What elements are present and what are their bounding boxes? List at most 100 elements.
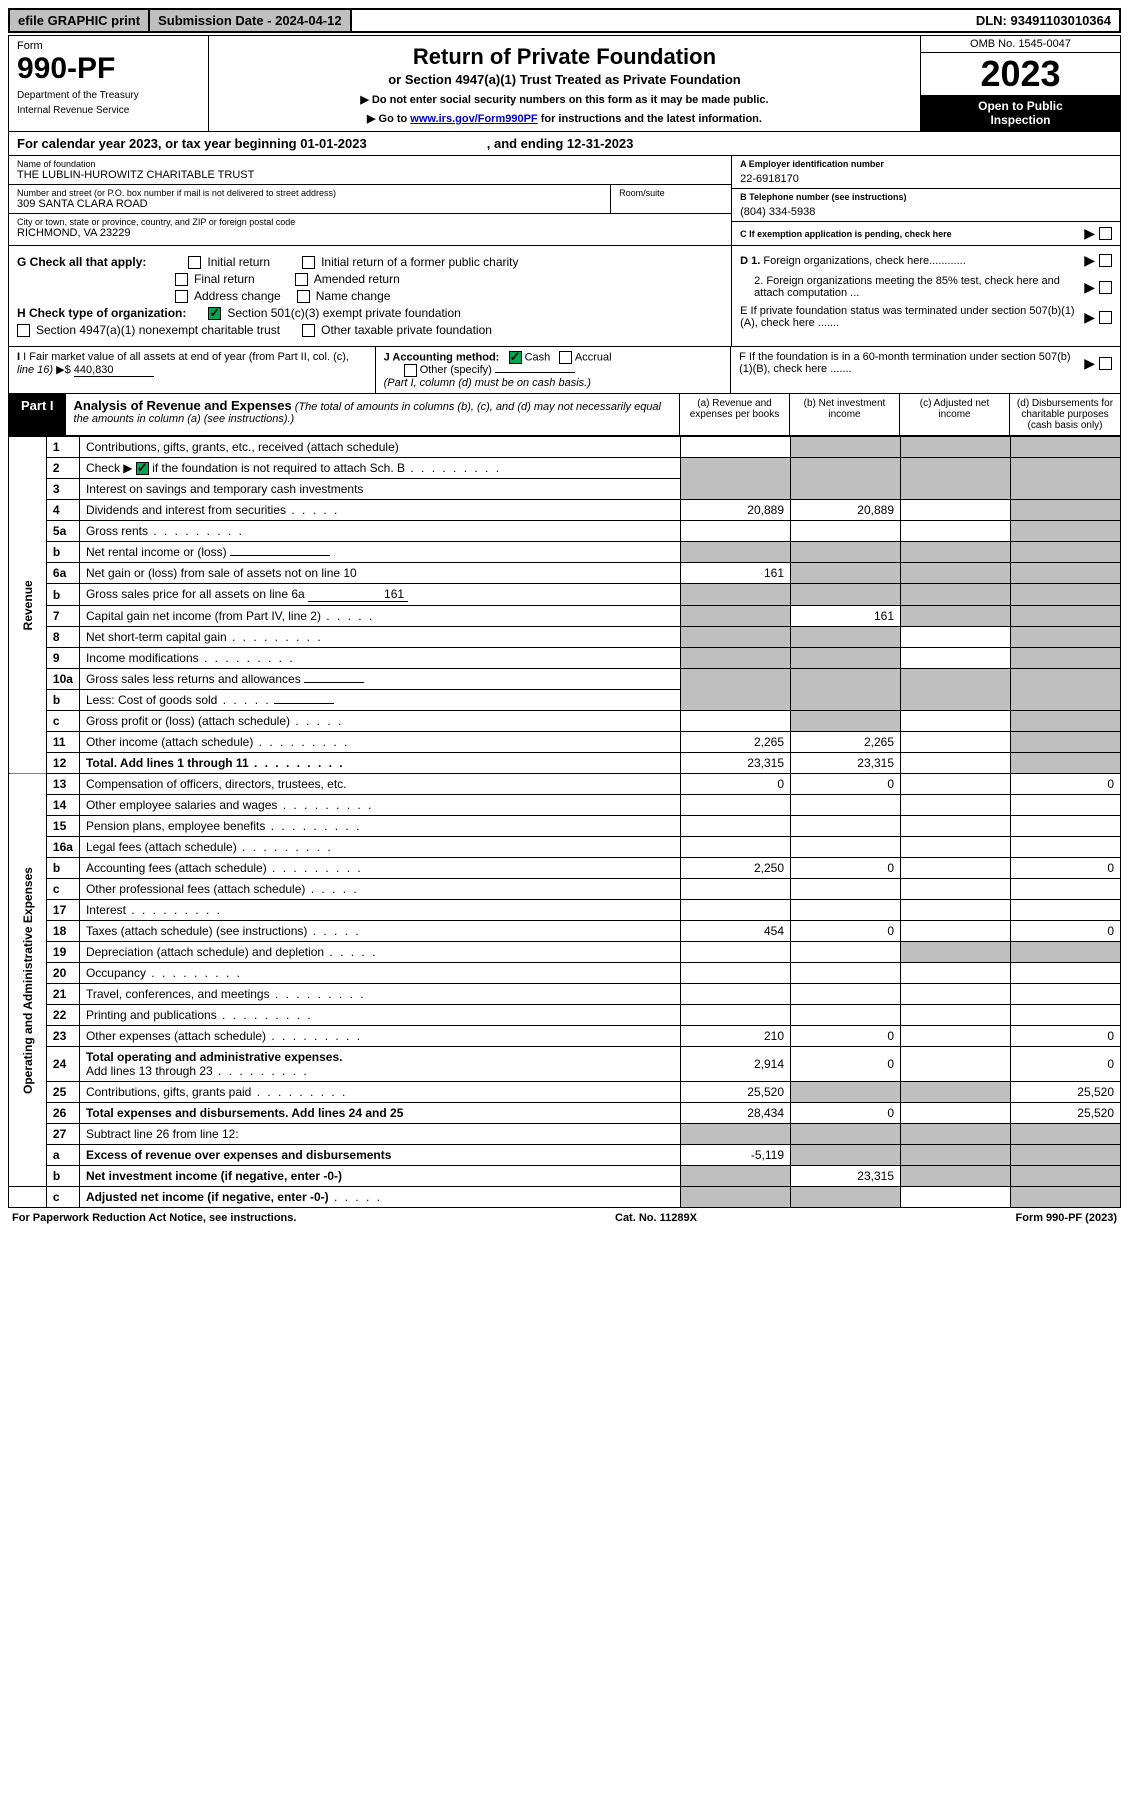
line25-desc: Contributions, gifts, grants paid [79,1082,680,1103]
city-state-zip: RICHMOND, VA 23229 [17,227,723,239]
addr-label: Number and street (or P.O. box number if… [17,188,602,198]
cash-checkbox[interactable] [509,351,522,364]
d1-checkbox[interactable] [1099,254,1112,267]
line4-desc: Dividends and interest from securities [79,500,680,521]
line27a-desc: Excess of revenue over expenses and disb… [79,1145,680,1166]
f-checkbox[interactable] [1099,357,1112,370]
part1-header: Part I Analysis of Revenue and Expenses … [8,394,1121,436]
line11-b: 2,265 [791,732,901,753]
ein-value: 22-6918170 [740,173,1112,185]
address-change-label: Address change [194,289,281,303]
table-row: 6aNet gain or (loss) from sale of assets… [9,563,1121,584]
line13-desc: Compensation of officers, directors, tru… [79,774,680,795]
line16b-a: 2,250 [681,858,791,879]
line12-desc: Total. Add lines 1 through 11 [79,753,680,774]
amended-checkbox[interactable] [295,273,308,286]
i-line16: line 16) [17,364,53,376]
cash-label: Cash [525,351,551,363]
table-row: aExcess of revenue over expenses and dis… [9,1145,1121,1166]
table-row: 22Printing and publications [9,1005,1121,1026]
ein-label: A Employer identification number [740,159,1112,169]
line25-a: 25,520 [681,1082,791,1103]
line11-desc: Other income (attach schedule) [79,732,680,753]
table-row: bNet investment income (if negative, ent… [9,1166,1121,1187]
cal-year-begin: For calendar year 2023, or tax year begi… [17,136,367,151]
c-checkbox[interactable] [1099,227,1112,240]
line22-desc: Printing and publications [79,1005,680,1026]
j-block: J Accounting method: Cash Accrual Other … [376,347,732,393]
form-subtitle: or Section 4947(a)(1) Trust Treated as P… [215,72,914,87]
line7-desc: Capital gain net income (from Part IV, l… [79,606,680,627]
final-return-label: Final return [194,272,255,286]
f-block: F If the foundation is in a 60-month ter… [731,347,1120,393]
table-row: 12Total. Add lines 1 through 11 23,315 2… [9,753,1121,774]
col-d-header: (d) Disbursements for charitable purpose… [1010,394,1120,435]
final-return-checkbox[interactable] [175,273,188,286]
accrual-label: Accrual [575,351,612,363]
g-row: G Check all that apply: Initial return I… [17,255,723,269]
identity-grid: Name of foundation THE LUBLIN-HUROWITZ C… [8,156,1121,246]
exemption-pending-cell: C If exemption application is pending, c… [732,222,1120,245]
line23-a: 210 [681,1026,791,1047]
table-row: 4Dividends and interest from securities … [9,500,1121,521]
form-number: 990-PF [17,52,200,86]
irs-link[interactable]: www.irs.gov/Form990PF [410,113,537,125]
arrow-icon: ▶ [1084,225,1095,242]
initial-return-checkbox[interactable] [188,256,201,269]
calendar-year-row: For calendar year 2023, or tax year begi… [8,132,1121,156]
line2-desc: Check ▶ if the foundation is not require… [79,458,680,479]
schb-checkbox[interactable] [136,462,149,475]
g-row2: Final return Amended return [175,272,723,286]
address-change-checkbox[interactable] [175,290,188,303]
line24-d: 0 [1011,1047,1121,1082]
form-ref: Form 990-PF (2023) [1016,1212,1117,1224]
line13-a: 0 [681,774,791,795]
e-checkbox[interactable] [1099,311,1112,324]
table-row: bAccounting fees (attach schedule) 2,250… [9,858,1121,879]
accrual-checkbox[interactable] [559,351,572,364]
cat-number: Cat. No. 11289X [615,1212,697,1224]
line6b-val: 161 [308,587,408,602]
irs-label: Internal Revenue Service [17,105,200,116]
paperwork-notice: For Paperwork Reduction Act Notice, see … [12,1212,296,1224]
goto-pre: ▶ Go to [367,113,410,125]
form-title-block: Return of Private Foundation or Section … [209,36,920,131]
line23-b: 0 [791,1026,901,1047]
room-label: Room/suite [619,188,723,198]
line16b-d: 0 [1011,858,1121,879]
name-change-checkbox[interactable] [297,290,310,303]
arrow-icon: ▶ [1084,355,1095,372]
line4-b: 20,889 [791,500,901,521]
goto-post: for instructions and the latest informat… [538,113,762,125]
line10a-desc: Gross sales less returns and allowances [79,669,680,690]
expenses-side-label: Operating and Administrative Expenses [9,774,47,1187]
table-row: 9Income modifications [9,648,1121,669]
tax-year: 2023 [921,53,1120,95]
e-label: E If private foundation status was termi… [740,305,1080,329]
table-row: 11Other income (attach schedule) 2,265 2… [9,732,1121,753]
table-row: cGross profit or (loss) (attach schedule… [9,711,1121,732]
other-method-checkbox[interactable] [404,364,417,377]
h-row: H Check type of organization: Section 50… [17,306,723,320]
d2-row: 2. Foreign organizations meeting the 85%… [740,275,1112,299]
col-b-header: (b) Net investment income [790,394,900,435]
line20-desc: Occupancy [79,963,680,984]
line27-desc: Subtract line 26 from line 12: [79,1124,680,1145]
ssn-warning: ▶ Do not enter social security numbers o… [215,93,914,106]
line25-d: 25,520 [1011,1082,1121,1103]
line27a-a: -5,119 [681,1145,791,1166]
year-block: OMB No. 1545-0047 2023 Open to PublicIns… [920,36,1120,131]
501c3-checkbox[interactable] [208,307,221,320]
line16b-b: 0 [791,858,901,879]
other-taxable-checkbox[interactable] [302,324,315,337]
line26-desc: Total expenses and disbursements. Add li… [79,1103,680,1124]
initial-former-checkbox[interactable] [302,256,315,269]
c-label: C If exemption application is pending, c… [740,229,1080,239]
d1-row: D 1. D 1. Foreign organizations, check h… [740,252,1112,269]
4947-checkbox[interactable] [17,324,30,337]
d2-checkbox[interactable] [1099,281,1112,294]
revenue-side-label: Revenue [9,437,47,774]
col-c-header: (c) Adjusted net income [900,394,1010,435]
efile-button[interactable]: efile GRAPHIC print [10,10,150,31]
table-row: 21Travel, conferences, and meetings [9,984,1121,1005]
